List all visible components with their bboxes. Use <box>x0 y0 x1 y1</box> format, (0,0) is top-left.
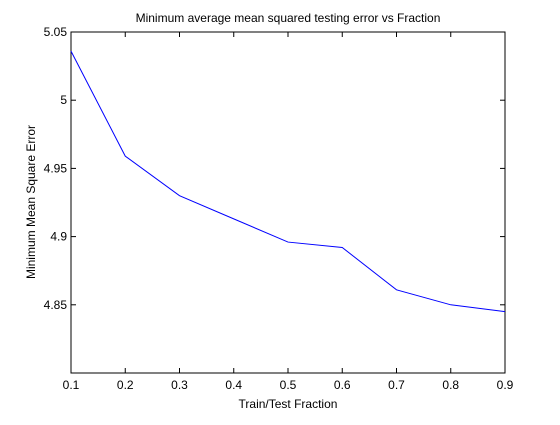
chart-title: Minimum average mean squared testing err… <box>136 11 441 25</box>
x-tick-label: 0.7 <box>388 378 405 392</box>
y-tick-label: 4.9 <box>50 230 67 244</box>
x-axis: 0.1 0.2 0.3 0.4 0.5 0.6 0.7 0.8 0.9 <box>63 32 514 392</box>
y-axis-label: Minimum Mean Square Error <box>24 125 38 279</box>
y-tick-label: 4.95 <box>44 161 68 175</box>
x-tick-label: 0.6 <box>334 378 351 392</box>
x-tick-label: 0.2 <box>117 378 134 392</box>
x-tick-label: 0.1 <box>63 378 80 392</box>
x-tick-label: 0.4 <box>225 378 242 392</box>
y-axis: 4.85 4.9 4.95 5 5.05 <box>44 25 505 312</box>
y-tick-label: 5.05 <box>44 25 68 39</box>
x-tick-label: 0.5 <box>280 378 297 392</box>
x-tick-label: 0.3 <box>171 378 188 392</box>
y-tick-label: 4.85 <box>44 298 68 312</box>
x-axis-label: Train/Test Fraction <box>239 397 338 411</box>
x-tick-label: 0.8 <box>442 378 459 392</box>
x-tick-label: 0.9 <box>497 378 514 392</box>
y-tick-label: 5 <box>60 93 67 107</box>
series-line <box>70 50 506 313</box>
plot-area <box>70 31 506 374</box>
series-layer <box>70 50 506 313</box>
